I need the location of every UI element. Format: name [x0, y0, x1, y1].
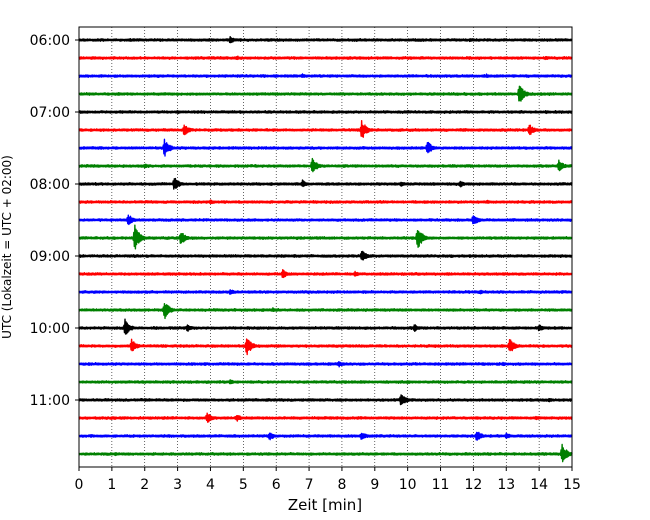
seismic-traces: [78, 35, 573, 463]
x-tick-label: 15: [563, 477, 581, 493]
y-axis-ticks: 06:00 07:00 08:00 09:00 10:00 11:00: [30, 33, 79, 409]
x-tick-label: 14: [530, 477, 548, 493]
x-tick-label: 0: [75, 477, 84, 493]
y-axis-label: UTC (Lokalzeit = UTC + 02:00): [0, 155, 14, 339]
x-tick-label: 6: [272, 477, 281, 493]
x-tick-label: 8: [337, 477, 346, 493]
x-tick-label: 12: [464, 477, 482, 493]
x-tick-label: 5: [239, 477, 248, 493]
x-tick-label: 10: [399, 477, 417, 493]
vertical-gridlines: [111, 27, 540, 467]
y-tick-label: 10:00: [30, 321, 70, 337]
trace-1000: [78, 318, 573, 335]
x-tick-label: 13: [497, 477, 515, 493]
plot-frame: [78, 26, 573, 468]
y-tick-label: 08:00: [30, 177, 70, 193]
x-tick-label: 4: [206, 477, 215, 493]
x-tick-label: 7: [305, 477, 314, 493]
x-tick-label: 11: [432, 477, 450, 493]
x-tick-label: 9: [370, 477, 379, 493]
x-tick-label: 1: [107, 477, 116, 493]
y-tick-label: 06:00: [30, 33, 70, 49]
y-tick-label: 07:00: [30, 105, 70, 121]
x-axis-label: Zeit [min]: [288, 496, 362, 514]
y-tick-label: 09:00: [30, 249, 70, 265]
y-tick-label: 11:00: [30, 393, 70, 409]
x-tick-label: 2: [140, 477, 149, 493]
x-tick-label: 3: [173, 477, 182, 493]
x-axis-ticks: 0 1 2 3 4 5 6 7 8 9 10 11 12 13 14 15: [75, 467, 581, 493]
